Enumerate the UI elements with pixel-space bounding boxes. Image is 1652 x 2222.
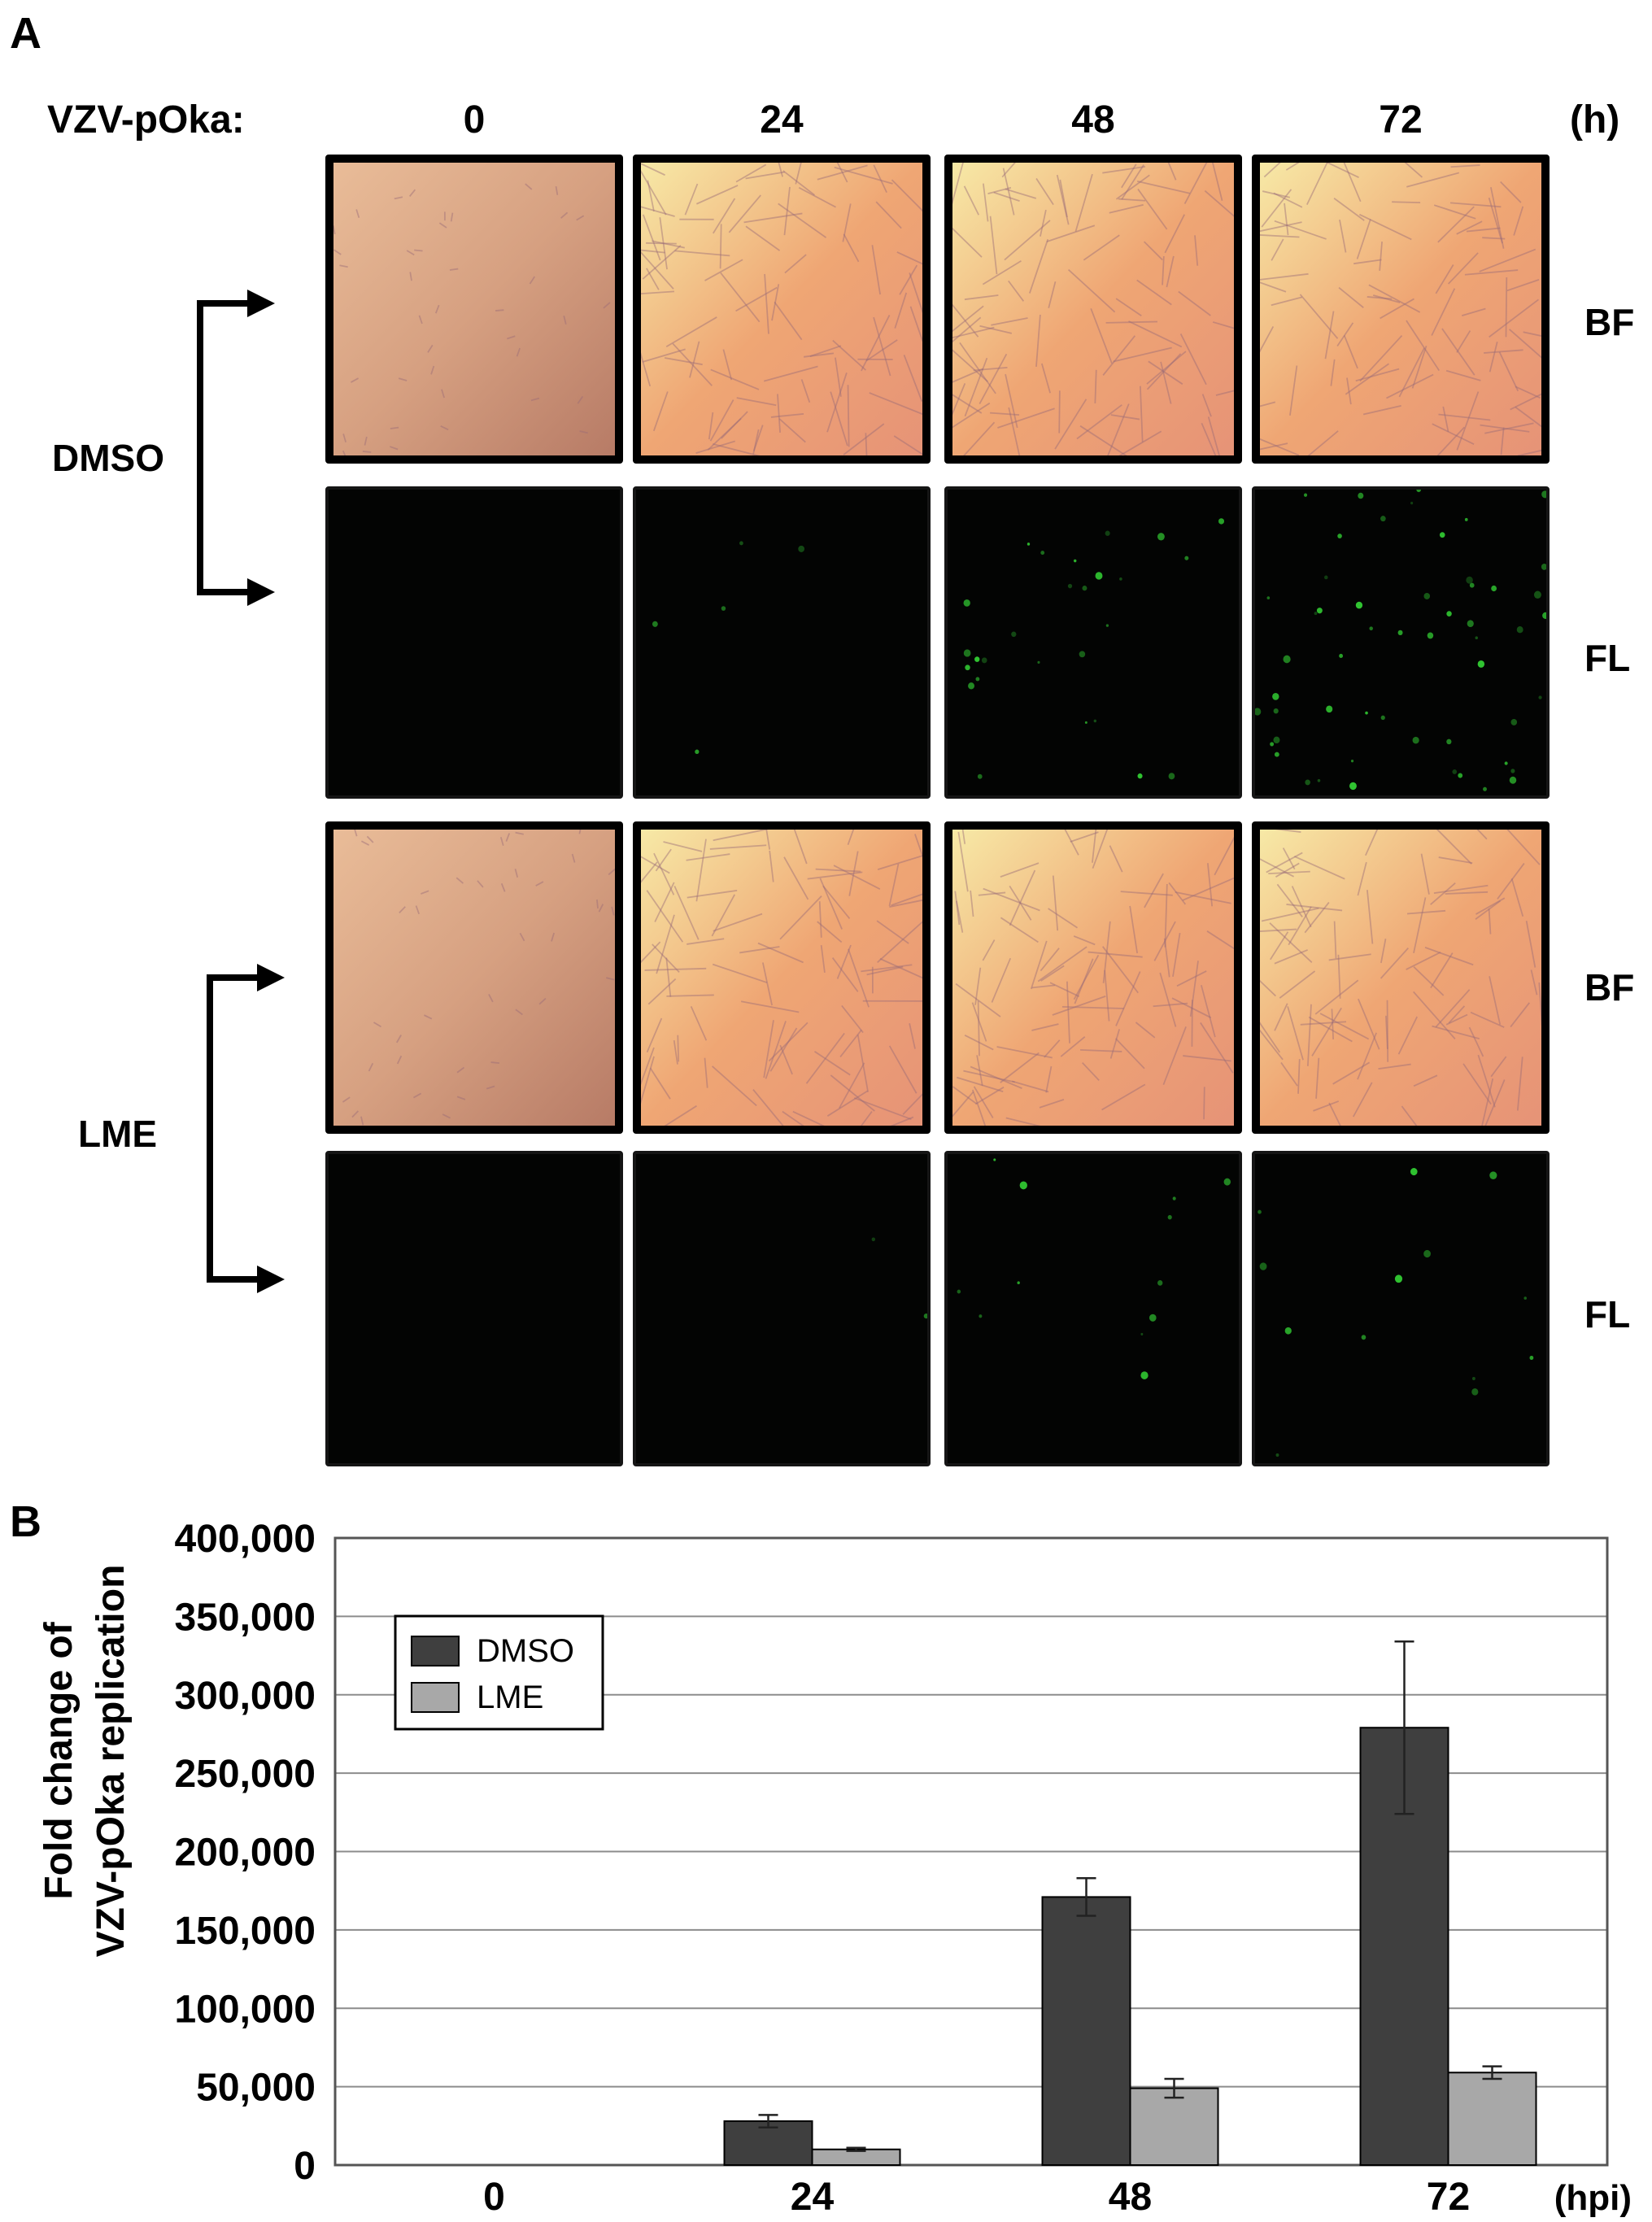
micrograph-dmso-fl-t48 [944, 486, 1242, 799]
x-axis-unit-label: (hpi) [1554, 2178, 1632, 2218]
dmso-fl-arrowhead [247, 578, 275, 606]
y-tick-label: 300,000 [174, 1675, 316, 1718]
panel-b-letter: B [10, 1497, 41, 1546]
y-tick-label: 350,000 [174, 1596, 316, 1639]
micrograph-texture [641, 830, 922, 1126]
micrograph-texture [333, 830, 615, 1126]
micrograph-texture [952, 830, 1234, 1126]
micrograph-lme-fl-t48 [944, 1151, 1242, 1466]
bar-dmso-24 [723, 2120, 813, 2167]
y-tick-label: 150,000 [174, 1910, 316, 1953]
micrograph-texture [1260, 830, 1541, 1126]
x-tick-label: 24 [791, 2176, 835, 2219]
micrograph-lme-bf-t72 [1252, 821, 1550, 1134]
micrograph-lme-fl-t24 [633, 1151, 931, 1466]
y-tick-label: 250,000 [174, 1753, 316, 1796]
micrograph-lme-bf-t0 [325, 821, 623, 1134]
micrograph-texture [641, 163, 922, 455]
micrograph-texture [333, 163, 615, 455]
chart-legend: DMSO LME [394, 1614, 604, 1731]
y-tick-label: 400,000 [174, 1518, 316, 1561]
virus-label: VZV-pOka: [47, 98, 245, 142]
x-tick-label: 72 [1427, 2176, 1470, 2219]
x-tick-label: 48 [1109, 2176, 1152, 2219]
timepoint-header-24: 24 [760, 98, 804, 142]
row-label-dmso-bf: BF [1584, 301, 1635, 343]
micrograph-dmso-bf-t72 [1252, 155, 1550, 464]
lme-fl-arrowhead [257, 1266, 285, 1293]
timepoint-header-0: 0 [463, 98, 486, 142]
time-unit-label: (h) [1570, 98, 1620, 142]
group-label-lme: LME [78, 1113, 158, 1155]
legend-label-dmso: DMSO [477, 1633, 574, 1669]
x-tick-label: 0 [483, 2176, 505, 2219]
legend-label-lme: LME [477, 1680, 543, 1715]
y-tick-label: 50,000 [196, 2067, 316, 2110]
panel-a-letter: A [10, 9, 41, 58]
row-label-lme-bf: BF [1584, 966, 1635, 1009]
timepoint-header-48: 48 [1071, 98, 1115, 142]
micrograph-lme-fl-t0 [325, 1151, 623, 1466]
group-label-dmso: DMSO [52, 437, 164, 479]
micrograph-texture [1255, 490, 1546, 795]
dmso-bracket [197, 300, 251, 595]
timepoint-header-72: 72 [1379, 98, 1423, 142]
micrograph-texture [636, 1154, 927, 1463]
micrograph-texture [1260, 163, 1541, 455]
row-label-lme-fl: FL [1584, 1293, 1631, 1335]
micrograph-dmso-bf-t24 [633, 155, 931, 464]
micrograph-dmso-fl-t24 [633, 486, 931, 799]
legend-swatch-lme [411, 1682, 460, 1713]
micrograph-lme-fl-t72 [1252, 1151, 1550, 1466]
micrograph-lme-bf-t48 [944, 821, 1242, 1134]
bar-lme-72 [1447, 2072, 1537, 2167]
legend-swatch-dmso [411, 1636, 460, 1666]
micrograph-dmso-fl-t72 [1252, 486, 1550, 799]
micrograph-texture [329, 1154, 620, 1463]
bar-lme-48 [1129, 2087, 1219, 2166]
micrograph-texture [1255, 1154, 1546, 1463]
micrograph-dmso-bf-t0 [325, 155, 623, 464]
row-label-dmso-fl: FL [1584, 637, 1631, 679]
bar-dmso-48 [1041, 1896, 1131, 2166]
micrograph-texture [948, 1154, 1239, 1463]
micrograph-texture [329, 490, 620, 795]
micrograph-texture [948, 490, 1239, 795]
replication-bar-chart: Fold change of VZV-pOka replication 0 50,… [37, 1518, 1632, 2219]
micrograph-dmso-bf-t48 [944, 155, 1242, 464]
lme-bf-arrowhead [257, 964, 285, 991]
y-axis-title-line-1: Fold change of [37, 1621, 81, 1899]
bracket-arrows [197, 290, 285, 1293]
micrograph-texture [952, 163, 1234, 455]
y-tick-label: 200,000 [174, 1832, 316, 1875]
micrograph-lme-bf-t24 [633, 821, 931, 1134]
plot-frame [333, 1536, 1609, 2167]
y-tick-label: 0 [294, 2145, 316, 2188]
lme-bracket [207, 974, 260, 1283]
chart-plot-group: 0 50,000 100,000 150,000 200,000 250,000 300,0… [174, 1518, 1632, 2219]
dmso-bf-arrowhead [247, 290, 275, 317]
y-axis-title-line-2: VZV-pOka replication [89, 1565, 133, 1958]
y-tick-label: 100,000 [174, 1988, 316, 2031]
micrograph-dmso-fl-t0 [325, 486, 623, 799]
micrograph-texture [636, 490, 927, 795]
